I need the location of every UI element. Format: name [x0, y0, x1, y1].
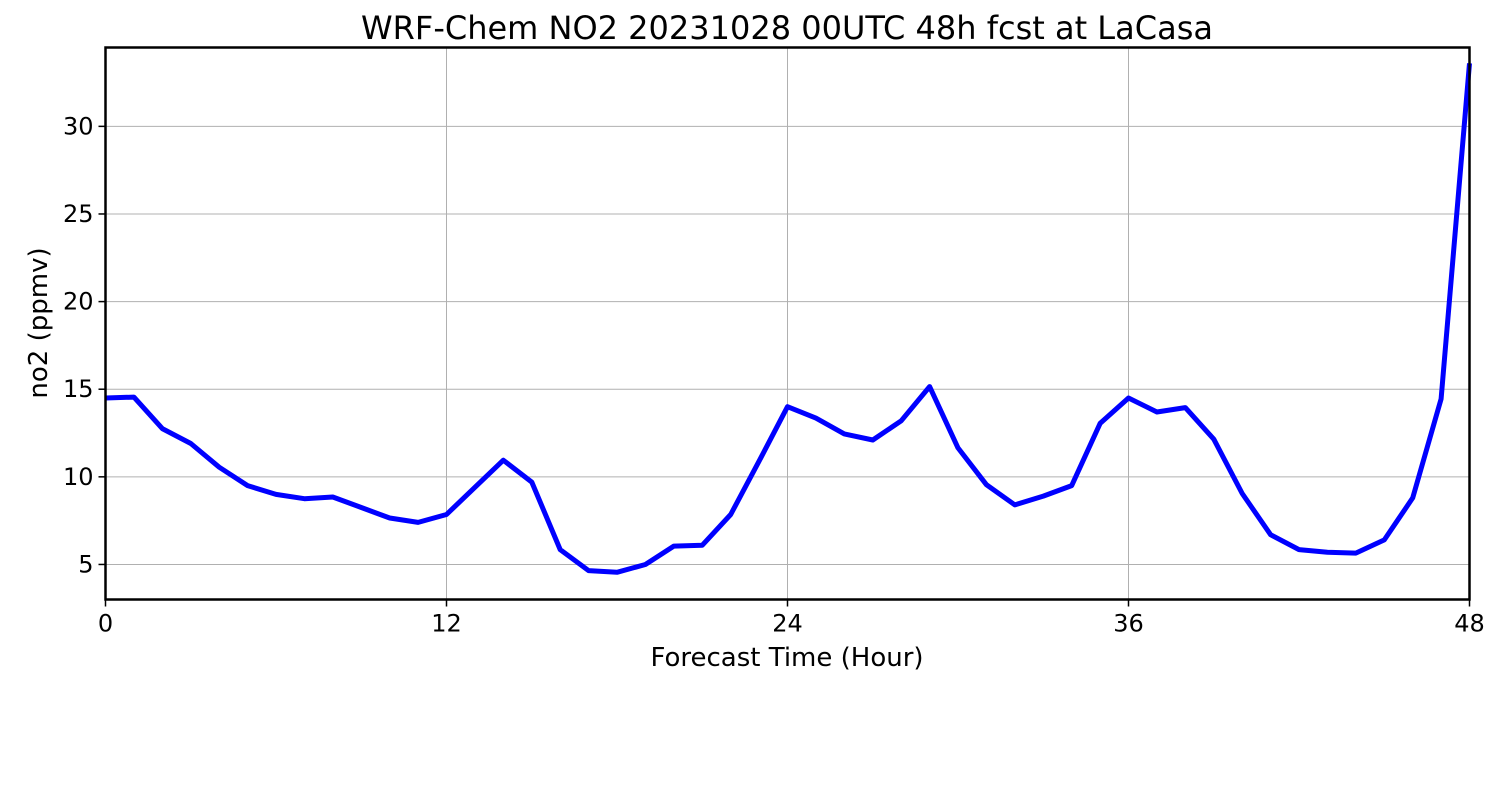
no2-series-line [105, 63, 1472, 575]
x-tick-label-4: 48 [1454, 610, 1485, 638]
y-axis-label: no2 (ppmv) [24, 247, 54, 398]
chart-title: WRF-Chem NO2 20231028 00UTC 48h fcst at … [361, 9, 1213, 47]
axis-ticks: 0 12 24 36 48 5 10 15 20 25 30 [63, 112, 1485, 637]
y-tick-label-0: 5 [78, 550, 93, 578]
x-tick-label-0: 0 [98, 610, 113, 638]
grid-lines [105, 47, 1470, 600]
x-tick-label-3: 36 [1113, 610, 1144, 638]
x-axis-label: Forecast Time (Hour) [650, 643, 923, 673]
y-tick-label-2: 15 [63, 375, 94, 403]
y-tick-label-5: 30 [63, 112, 94, 140]
series-layer [105, 63, 1472, 575]
x-tick-label-2: 24 [772, 610, 803, 638]
y-tick-label-3: 20 [63, 288, 94, 316]
x-tick-label-1: 12 [431, 610, 462, 638]
y-tick-label-4: 25 [63, 200, 94, 228]
y-tick-label-1: 10 [63, 463, 94, 491]
